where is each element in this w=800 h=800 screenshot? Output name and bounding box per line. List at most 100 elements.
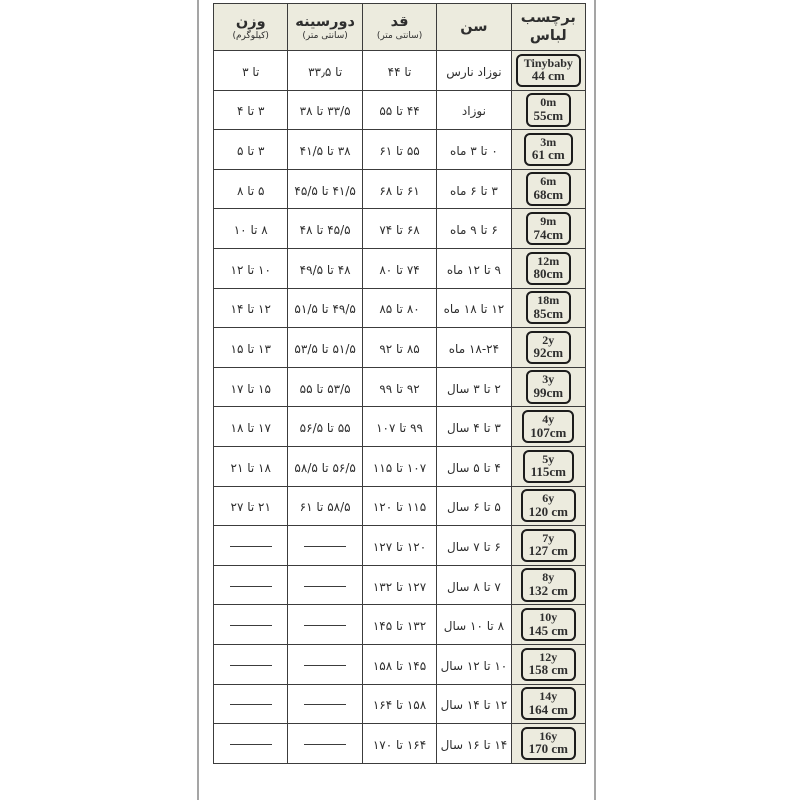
height-value: ۱۰۷ تا ۱۱۵: [372, 460, 427, 475]
height-value: ۱۶۴ تا ۱۷۰: [372, 737, 427, 752]
size-label-badge: 5y 115cm: [522, 449, 574, 483]
cell-size-label: 4y 107cm: [510, 406, 587, 447]
table-row: 18m 85cm ۱۲ تا ۱۸ ماه ۸۰ تا ۸۵ ۴۹/۵ تا ۵۱/۵ ۱…: [212, 287, 587, 329]
weight-value: ۱۲ تا ۱۴: [230, 302, 271, 317]
height-value: ۱۲۰ تا ۱۲۷: [372, 539, 427, 554]
cell-height: تا ۴۴: [361, 50, 438, 91]
cell-weight: [212, 643, 289, 685]
size-label-badge: 6y 120 cm: [520, 489, 576, 523]
cell-weight: [212, 564, 289, 606]
cell-age: ۹ تا ۱۲ ماه: [436, 247, 512, 289]
weight-value: ۳ تا ۴: [236, 104, 265, 119]
weight-value: ۱۵ تا ۱۷: [230, 381, 271, 396]
height-value: ۶۱ تا ۶۸: [379, 183, 420, 198]
cell-weight: ۱۵ تا ۱۷: [212, 366, 289, 408]
cell-age: ۳ تا ۴ سال: [436, 406, 512, 447]
table-row: 8y 132 cm ۷ تا ۸ سال ۱۲۷ تا ۱۳۲: [212, 564, 587, 606]
cell-height: ۱۰۷ تا ۱۱۵: [361, 445, 438, 487]
cell-weight: تا ۳: [212, 50, 289, 91]
cell-size-label: 7y 127 cm: [510, 525, 587, 566]
cell-age: ۶ تا ۷ سال: [436, 525, 512, 566]
cell-weight: ۱۸ تا ۲۱: [212, 445, 289, 487]
height-value: ۸۵ تا ۹۲: [379, 341, 420, 356]
empty-value-dash: [304, 585, 347, 587]
age-value: نوزاد: [461, 104, 486, 119]
cell-height: ۱۳۲ تا ۱۴۵: [361, 604, 438, 645]
chest-value: ۵۳/۵ تا ۵۵: [299, 381, 351, 396]
table-row: 2y 92cm ۱۸-۲۴ ماه ۸۵ تا ۹۲ ۵۱/۵ تا ۵۳/۵ ۱۳ تا…: [212, 327, 587, 368]
size-label-badge: 10y 145 cm: [520, 607, 576, 642]
cell-height: ۶۱ تا ۶۸: [361, 168, 438, 210]
height-value: ۵۵ تا ۶۱: [379, 143, 420, 158]
cell-chest: ۴۱/۵ تا ۴۵/۵: [287, 168, 363, 210]
empty-value-dash: [304, 704, 347, 706]
cell-weight: [212, 723, 289, 764]
cell-age: ۳ تا ۶ ماه: [436, 168, 512, 210]
column-title: دورسینه: [295, 13, 355, 30]
cell-size-label: 12y 158 cm: [510, 643, 587, 685]
table-row: 10y 145 cm ۸ تا ۱۰ سال ۱۳۲ تا ۱۴۵: [212, 604, 587, 645]
badge-cm-text: 61 cm: [531, 147, 565, 163]
cell-height: ۱۲۷ تا ۱۳۲: [361, 564, 438, 606]
cell-age: ۴ تا ۵ سال: [436, 445, 512, 487]
height-value: ۷۴ تا ۸۰: [379, 262, 420, 277]
cell-weight: ۱۳ تا ۱۵: [212, 327, 289, 368]
cell-age: ۱۸-۲۴ ماه: [436, 327, 512, 368]
age-value: ۳ تا ۴ سال: [447, 421, 501, 436]
height-value: ۱۲۷ تا ۱۳۲: [372, 579, 427, 594]
cell-weight: ۱۲ تا ۱۴: [212, 287, 289, 329]
badge-size-text: 8y: [542, 570, 555, 585]
column-title: سن: [460, 18, 488, 35]
badge-cm-text: 107cm: [530, 424, 567, 440]
size-label-badge: 4y 107cm: [522, 410, 575, 444]
cell-age: نوزاد نارس: [436, 50, 512, 91]
cell-chest: ۳۳/۵ تا ۳۸: [287, 89, 363, 131]
table-row: 6y 120 cm ۵ تا ۶ سال ۱۱۵ تا ۱۲۰ ۵۸/۵ تا ۶۱ ۲۱…: [212, 485, 587, 527]
column-subtitle: (سانتی متر): [302, 30, 348, 41]
table-row: 14y 164 cm ۱۲ تا ۱۴ سال ۱۵۸ تا ۱۶۴: [212, 683, 587, 725]
weight-value: ۱۷ تا ۱۸: [230, 421, 271, 436]
age-value: ۸ تا ۱۰ سال: [443, 619, 505, 634]
weight-value: ۵ تا ۸: [236, 183, 265, 198]
age-value: ۶ تا ۷ سال: [447, 539, 501, 554]
cell-chest: [287, 683, 363, 725]
badge-cm-text: 145 cm: [528, 622, 568, 638]
cell-weight: ۱۷ تا ۱۸: [212, 406, 289, 447]
cell-size-label: 8y 132 cm: [510, 564, 587, 606]
badge-size-text: 6y: [542, 491, 555, 506]
cell-weight: ۵ تا ۸: [212, 168, 289, 210]
age-value: ۱۲ تا ۱۴ سال: [440, 698, 508, 713]
chest-value: ۳۸ تا ۴۱/۵: [299, 143, 351, 158]
badge-size-text: 5y: [542, 451, 555, 466]
height-value: ۹۹ تا ۱۰۷: [376, 421, 423, 436]
age-value: ۲ تا ۳ سال: [447, 381, 501, 396]
cell-age: ۱۰ تا ۱۲ سال: [436, 643, 512, 685]
cell-age: ۸ تا ۱۰ سال: [436, 604, 512, 645]
cell-size-label: 14y 164 cm: [510, 683, 587, 725]
badge-size-text: 14y: [539, 689, 558, 704]
page-frame-line-left: [197, 0, 199, 800]
cell-chest: ۴۹/۵ تا ۵۱/۵: [287, 287, 363, 329]
badge-cm-text: 132 cm: [528, 582, 568, 598]
empty-value-dash: [229, 585, 272, 587]
badge-size-text: 0m: [540, 95, 557, 110]
badge-cm-text: 115cm: [530, 464, 566, 480]
size-chart-header: برچسب لباس سن قد (سانتی متر) دورسینه (سانتی م…: [212, 3, 587, 51]
cell-height: ۸۵ تا ۹۲: [361, 327, 438, 368]
badge-size-text: 7y: [542, 530, 555, 545]
cell-chest: تا ۳۳٫۵: [287, 50, 363, 91]
cell-chest: [287, 604, 363, 645]
cell-chest: ۴۸ تا ۴۹/۵: [287, 247, 363, 289]
chest-value: ۴۵/۵ تا ۴۸: [299, 223, 351, 238]
cell-age: ۰ تا ۳ ماه: [436, 129, 512, 170]
cell-height: ۱۶۴ تا ۱۷۰: [361, 723, 438, 764]
empty-value-dash: [304, 664, 347, 666]
size-label-badge: 12y 158 cm: [520, 647, 576, 681]
height-value: ۹۲ تا ۹۹: [379, 381, 420, 396]
cell-weight: ۸ تا ۱۰: [212, 208, 289, 249]
size-chart-table: برچسب لباس سن قد (سانتی متر) دورسینه (سانتی م…: [212, 3, 587, 764]
size-label-badge: 12m 80cm: [525, 251, 572, 285]
table-row: 3m 61 cm ۰ تا ۳ ماه ۵۵ تا ۶۱ ۳۸ تا ۴۱/۵ ۳ تا …: [212, 129, 587, 170]
empty-value-dash: [229, 743, 272, 745]
